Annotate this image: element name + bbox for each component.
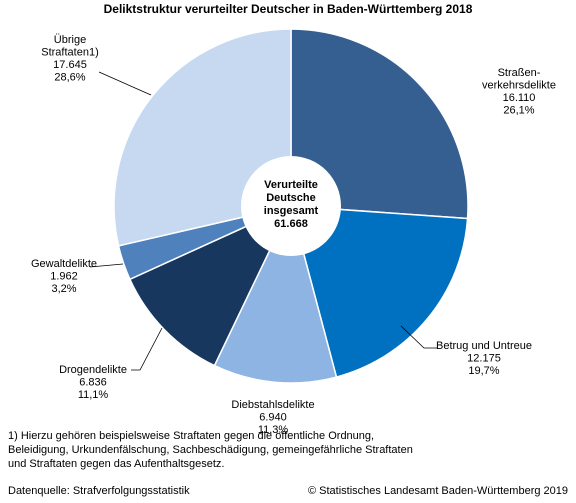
center-total-label: Verurteilte Deutsche insgesamt 61.668 xyxy=(264,179,319,230)
leader-lines xyxy=(89,71,438,371)
leader-line-betrug-und-untreue xyxy=(400,325,438,349)
label-strassen-verkehrsdelikte: Straßen-verkehrsdelikte 16.110 26,1% xyxy=(482,67,556,117)
footnote: 1) Hierzu gehören beispielsweise Strafta… xyxy=(8,430,413,470)
copyright: © Statistisches Landesamt Baden-Württemb… xyxy=(307,485,568,497)
label-betrug-und-untreue: Betrug und Untreue 12.175 19,7% xyxy=(436,340,532,377)
leader-line-drogendelikte xyxy=(131,327,163,371)
chart-title: Deliktstruktur verurteilter Deutscher in… xyxy=(104,2,473,16)
label-gewaltdelikte: Gewaltdelikte 1.962 3,2% xyxy=(31,258,97,295)
data-source: Datenquelle: Strafverfolgungsstatistik xyxy=(8,485,190,497)
leader-line-gewaltdelikte xyxy=(89,263,124,268)
slice-diebstahlsdelikte xyxy=(213,203,338,384)
slice-strassen-verkehrsdelikte xyxy=(290,28,469,220)
label-drogendelikte: Drogendelikte 6.836 11,1% xyxy=(59,364,127,401)
slice-betrug-und-untreue xyxy=(290,205,469,378)
center-hole xyxy=(241,156,341,256)
slice-labels: Straßen-verkehrsdelikte 16.110 26,1% Betrug… xyxy=(31,34,556,436)
label-diebstahlsdelikte: Diebstahlsdelikte 6.940 11,3% xyxy=(231,399,314,436)
leader-line-uebrige-straftaten1 xyxy=(98,71,152,96)
center-label: Verurteilte Deutsche insgesamt 61.668 xyxy=(264,179,319,230)
label-uebrige-straftaten1: Übrige Straftaten1) 17.645 28,6% xyxy=(41,34,98,84)
slice-drogendelikte xyxy=(128,204,293,367)
